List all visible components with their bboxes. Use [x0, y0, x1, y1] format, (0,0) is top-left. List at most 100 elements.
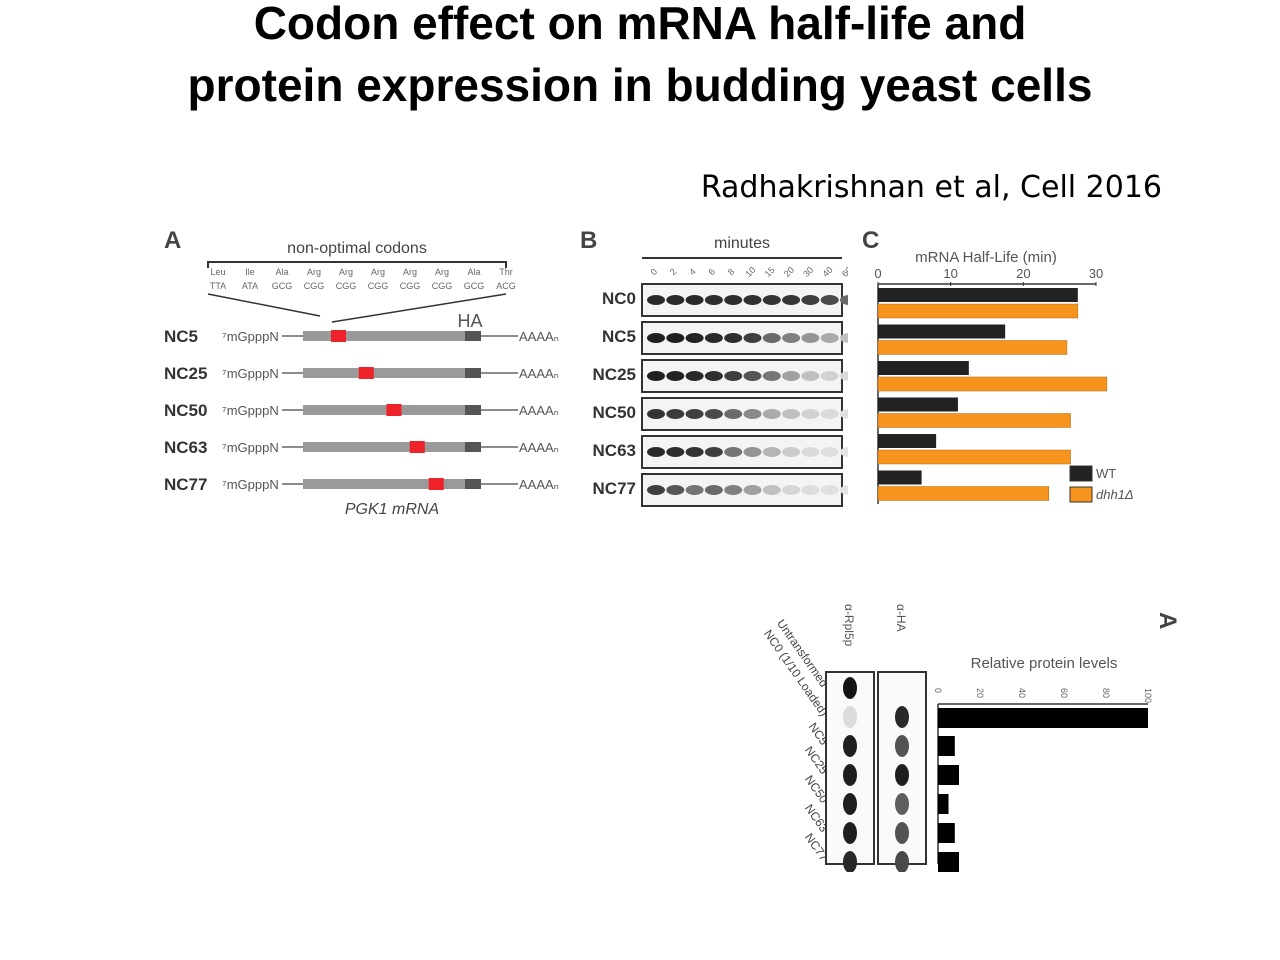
blot-band	[704, 409, 723, 419]
blot-band	[685, 409, 704, 419]
blot-band	[685, 295, 704, 305]
zoom-line-left	[207, 293, 321, 317]
non-optimal-codon-insert	[386, 404, 402, 416]
mrna-body	[303, 331, 465, 341]
codon-label: ATA	[242, 281, 258, 291]
blot-band	[782, 447, 801, 457]
non-optimal-codon-insert	[358, 367, 374, 379]
mrna-body	[303, 479, 465, 489]
codon-label: ACG	[496, 281, 516, 291]
blot-band	[743, 409, 762, 419]
blot-band	[801, 447, 820, 457]
blot-band	[801, 409, 820, 419]
blot-band	[782, 485, 801, 495]
blot-band	[782, 371, 801, 381]
halflife-chart: mRNA Half-Life (min) 0 10 20 30 WT dhh1Δ	[874, 249, 1134, 504]
blot-band	[840, 409, 848, 419]
legend-label: WT	[1096, 466, 1116, 481]
bar-dhh1	[877, 376, 1108, 392]
polya-label: AAAAₙ	[519, 329, 559, 344]
blot-band	[704, 371, 723, 381]
x-tick-label: 0	[874, 266, 881, 281]
timepoint-label: 10	[743, 265, 757, 279]
codon-label: CGG	[336, 281, 357, 291]
blot-band	[743, 447, 762, 457]
blot-band	[801, 485, 820, 495]
blot-band	[647, 485, 665, 495]
protein-chart: Relative protein levels 0 20 40 60 80 100	[933, 655, 1153, 872]
codon-label: CGG	[368, 281, 389, 291]
ha-tag	[465, 442, 481, 452]
bar-dhh1	[877, 340, 1068, 355]
amino-acid-label: Arg	[307, 267, 321, 277]
blot-antibody-label: α-HA	[894, 604, 908, 632]
amino-acid-label: Ala	[275, 267, 288, 277]
legend-swatch	[1069, 486, 1093, 503]
cap-label: ⁷mGpppN	[222, 477, 279, 492]
blot-band	[666, 371, 685, 381]
blot-band	[647, 409, 665, 419]
blot-band	[666, 447, 685, 457]
blot-band	[840, 447, 848, 457]
western-band	[843, 677, 857, 699]
cap-label: ⁷mGpppN	[222, 366, 279, 381]
blot-band	[762, 485, 781, 495]
western-band	[895, 822, 909, 844]
timepoint-label: 15	[763, 265, 777, 279]
western-bands	[843, 677, 909, 872]
timepoint-label: 40	[821, 265, 835, 279]
blot-row-label: NC5	[602, 327, 636, 346]
blot-band	[666, 333, 685, 343]
panel-a-header: non-optimal codons	[287, 240, 427, 257]
construct-name: NC25	[164, 364, 207, 383]
title-line-2: protein expression in budding yeast cell…	[187, 59, 1093, 111]
blot-band	[704, 447, 723, 457]
blot-band	[666, 485, 685, 495]
blot-band	[724, 485, 743, 495]
blot-band	[782, 409, 801, 419]
timepoint-label: 60	[840, 265, 848, 279]
title-line-1: Codon effect on mRNA half-life and	[253, 0, 1027, 49]
chart-title: mRNA Half-Life (min)	[915, 249, 1057, 266]
timepoint-label: 2	[668, 267, 679, 278]
protein-bar	[938, 765, 959, 785]
citation: Radhakrishnan et al, Cell 2016	[700, 170, 1162, 205]
x-tick-label: 40	[1017, 688, 1027, 698]
blot-band	[666, 409, 685, 419]
blot-row-label: NC25	[593, 365, 636, 384]
western-band	[843, 851, 857, 872]
x-tick-label: 60	[1059, 688, 1069, 698]
legend-swatch	[1069, 465, 1093, 482]
panel-a-letter: A	[164, 227, 181, 254]
blot-band	[685, 485, 704, 495]
western-band	[895, 706, 909, 728]
blot-band	[801, 371, 820, 381]
blot-band	[840, 333, 848, 343]
western-band	[895, 851, 909, 872]
western-band	[843, 764, 857, 786]
blot-band	[820, 371, 839, 381]
blot-band	[782, 295, 801, 305]
ha-tag-label: HA	[457, 311, 482, 331]
protein-bar	[938, 852, 959, 872]
non-optimal-codon-insert	[331, 330, 347, 342]
protein-bar	[938, 823, 955, 843]
bar-dhh1	[877, 449, 1071, 465]
bar-wt	[878, 470, 922, 485]
polya-label: AAAAₙ	[519, 477, 559, 492]
codon-label: CGG	[432, 281, 453, 291]
western-band	[895, 735, 909, 757]
blot-band	[820, 295, 839, 305]
western-band	[895, 764, 909, 786]
ha-tag	[465, 368, 481, 378]
codon-label: CGG	[400, 281, 421, 291]
blot-band	[762, 447, 781, 457]
bar-dhh1	[877, 413, 1071, 428]
chart-title: Relative protein levels	[971, 655, 1118, 672]
polya-label: AAAAₙ	[519, 440, 559, 455]
blot-band	[762, 371, 781, 381]
amino-acid-label: Thr	[499, 267, 513, 277]
cap-label: ⁷mGpppN	[222, 329, 279, 344]
mrna-body	[303, 368, 465, 378]
blot-band	[743, 295, 762, 305]
